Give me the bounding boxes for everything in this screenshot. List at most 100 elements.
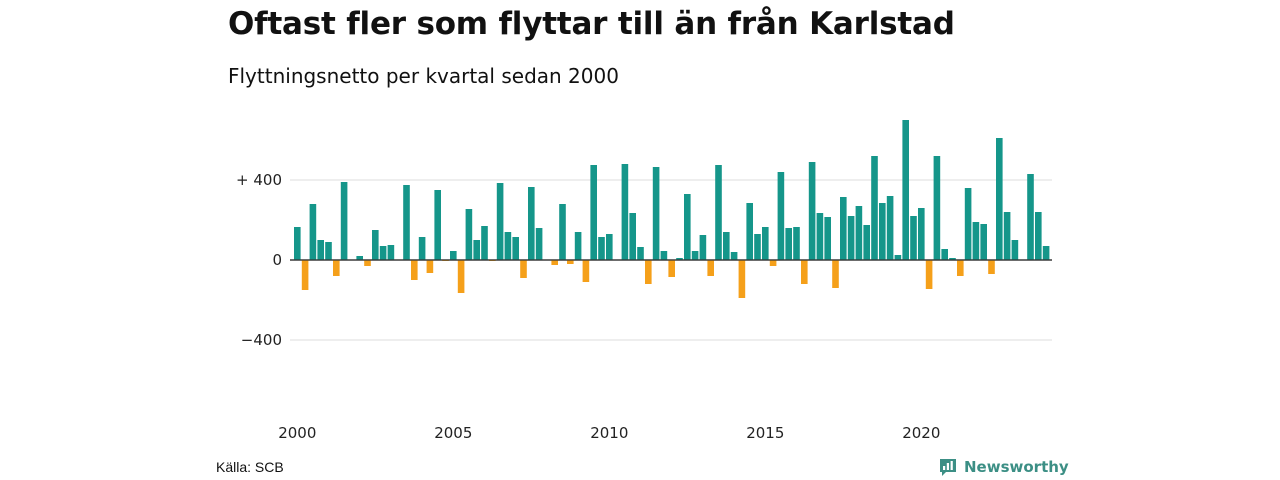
- axis-labels: + 400 0 −400 2000 2005 2010 2015 2020: [236, 171, 940, 442]
- chart-subtitle: Flyttningsnetto per kvartal sedan 2000: [228, 64, 619, 88]
- bar: [606, 234, 613, 260]
- bar: [676, 258, 683, 260]
- x-tick-label: 2010: [590, 424, 628, 442]
- bar: [450, 251, 457, 260]
- bar: [723, 232, 730, 260]
- bar: [980, 224, 987, 260]
- bar: [894, 255, 902, 260]
- bar: [364, 260, 371, 266]
- bar: [520, 260, 527, 278]
- bar: [551, 260, 558, 265]
- bar: [777, 172, 785, 260]
- bar: [645, 260, 652, 284]
- bar: [684, 194, 691, 260]
- bar: [590, 165, 597, 260]
- bar: [972, 222, 980, 260]
- bar: [535, 228, 543, 260]
- bar: [652, 167, 660, 260]
- bar: [582, 260, 590, 282]
- bar: [309, 204, 317, 260]
- bar: [1035, 212, 1042, 260]
- bar: [567, 260, 574, 264]
- bar: [941, 249, 948, 260]
- bar: [668, 260, 675, 277]
- bar: [637, 247, 644, 260]
- bar: [886, 196, 894, 260]
- bar: [730, 252, 738, 260]
- y-tick-label: 0: [272, 251, 282, 269]
- bar: [769, 260, 777, 266]
- bar: [372, 230, 379, 260]
- bar: [691, 251, 699, 260]
- bar: [660, 251, 668, 260]
- bar: [574, 232, 582, 260]
- bar: [840, 197, 847, 260]
- bar: [528, 187, 535, 260]
- x-tick-label: 2005: [434, 424, 472, 442]
- bar: [964, 188, 972, 260]
- bar: [379, 246, 387, 260]
- y-tick-label: −400: [241, 331, 282, 349]
- bar: [434, 190, 441, 260]
- bar: [808, 162, 816, 260]
- bar: [426, 260, 434, 273]
- brand-name: Newsworthy: [964, 458, 1069, 476]
- bar: [598, 237, 605, 260]
- bar: [1027, 174, 1034, 260]
- bar: [949, 258, 956, 260]
- x-tick-label: 2020: [902, 424, 940, 442]
- bar: [871, 156, 878, 260]
- bar: [801, 260, 808, 284]
- bar: [738, 260, 746, 298]
- bar: [621, 164, 629, 260]
- bar: [988, 260, 995, 274]
- bar: [957, 260, 964, 276]
- bar: [629, 213, 636, 260]
- source-note: Källa: SCB: [216, 459, 284, 475]
- bar: [356, 256, 363, 260]
- bar: [403, 185, 410, 260]
- bar: [340, 182, 348, 260]
- bar: [996, 138, 1003, 260]
- bar: [754, 234, 761, 260]
- bar: [1011, 240, 1019, 260]
- bar: [902, 120, 909, 260]
- bar: [473, 240, 480, 260]
- bar: [824, 217, 831, 260]
- bar: [879, 203, 886, 260]
- bar: [832, 260, 839, 288]
- y-tick-label: + 400: [236, 171, 282, 189]
- bar: [481, 226, 488, 260]
- bar: [816, 213, 824, 260]
- bar: [512, 237, 519, 260]
- bar: [411, 260, 418, 280]
- bar: [465, 209, 473, 260]
- bar: [925, 260, 933, 289]
- bar: [707, 260, 714, 276]
- bar: [785, 228, 792, 260]
- bar: [1042, 246, 1050, 260]
- bar: [325, 242, 332, 260]
- brand-logo: Newsworthy: [938, 457, 1069, 477]
- bar: [496, 183, 504, 260]
- bar: [1003, 212, 1011, 260]
- x-tick-label: 2000: [278, 424, 316, 442]
- bar: [933, 156, 941, 260]
- bar: [863, 225, 870, 260]
- bar: [762, 227, 769, 260]
- bar: [317, 240, 324, 260]
- bar: [301, 260, 309, 290]
- x-tick-label: 2015: [746, 424, 784, 442]
- bar: [746, 203, 753, 260]
- bar: [559, 204, 566, 260]
- chart-title: Oftast fler som flyttar till än från Kar…: [228, 6, 955, 42]
- bar: [715, 165, 722, 260]
- bar: [294, 227, 301, 260]
- bar: [504, 232, 512, 260]
- bar: [418, 237, 426, 260]
- bar: [387, 245, 395, 260]
- newsworthy-bar-chart-icon: [940, 459, 956, 476]
- bar: [457, 260, 465, 293]
- bars: [294, 120, 1050, 298]
- bar: [699, 235, 707, 260]
